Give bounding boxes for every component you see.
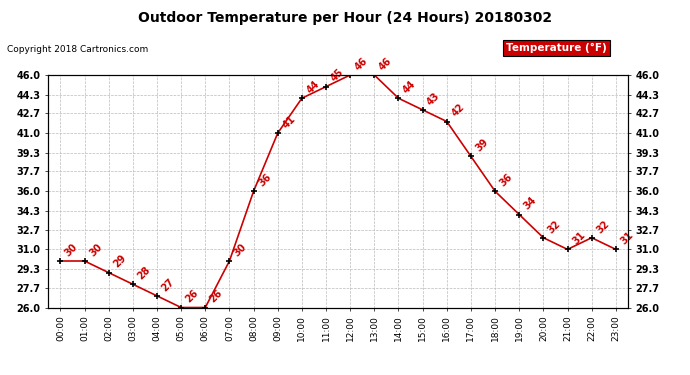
Point [490, 188, 501, 194]
Text: 46: 46 [377, 56, 394, 72]
Point [369, 72, 380, 78]
Text: 28: 28 [136, 265, 152, 282]
Text: 45: 45 [329, 67, 346, 84]
Point [466, 153, 477, 159]
Text: 44: 44 [402, 79, 418, 96]
Text: 30: 30 [233, 242, 249, 258]
Point [297, 95, 308, 101]
Point [586, 235, 598, 241]
Text: Outdoor Temperature per Hour (24 Hours) 20180302: Outdoor Temperature per Hour (24 Hours) … [138, 11, 552, 25]
Text: 31: 31 [619, 230, 635, 247]
Point [538, 235, 549, 241]
Text: 39: 39 [474, 137, 491, 154]
Text: Copyright 2018 Cartronics.com: Copyright 2018 Cartronics.com [7, 45, 148, 54]
Text: 27: 27 [160, 276, 177, 293]
Text: 30: 30 [88, 242, 104, 258]
Point [562, 246, 573, 252]
Text: 43: 43 [426, 90, 442, 107]
Point [273, 130, 284, 136]
Text: 26: 26 [208, 288, 225, 305]
Text: 29: 29 [112, 253, 128, 270]
Text: 32: 32 [595, 218, 611, 235]
Text: 30: 30 [63, 242, 80, 258]
Text: Temperature (°F): Temperature (°F) [506, 43, 607, 53]
Point [514, 211, 525, 217]
Point [393, 95, 404, 101]
Point [442, 118, 453, 124]
Point [248, 188, 259, 194]
Text: 44: 44 [305, 79, 322, 96]
Text: 32: 32 [546, 218, 563, 235]
Text: 31: 31 [571, 230, 587, 247]
Point [417, 107, 428, 113]
Point [128, 281, 139, 287]
Point [321, 84, 332, 90]
Text: 42: 42 [450, 102, 466, 119]
Text: 46: 46 [353, 56, 370, 72]
Point [176, 304, 187, 310]
Point [79, 258, 90, 264]
Text: 41: 41 [281, 114, 297, 130]
Point [345, 72, 356, 78]
Text: 36: 36 [257, 172, 273, 189]
Point [55, 258, 66, 264]
Text: 36: 36 [498, 172, 515, 189]
Point [152, 293, 163, 299]
Point [611, 246, 622, 252]
Point [104, 270, 115, 276]
Text: 26: 26 [184, 288, 201, 305]
Point [224, 258, 235, 264]
Point [200, 304, 211, 310]
Text: 34: 34 [522, 195, 539, 212]
